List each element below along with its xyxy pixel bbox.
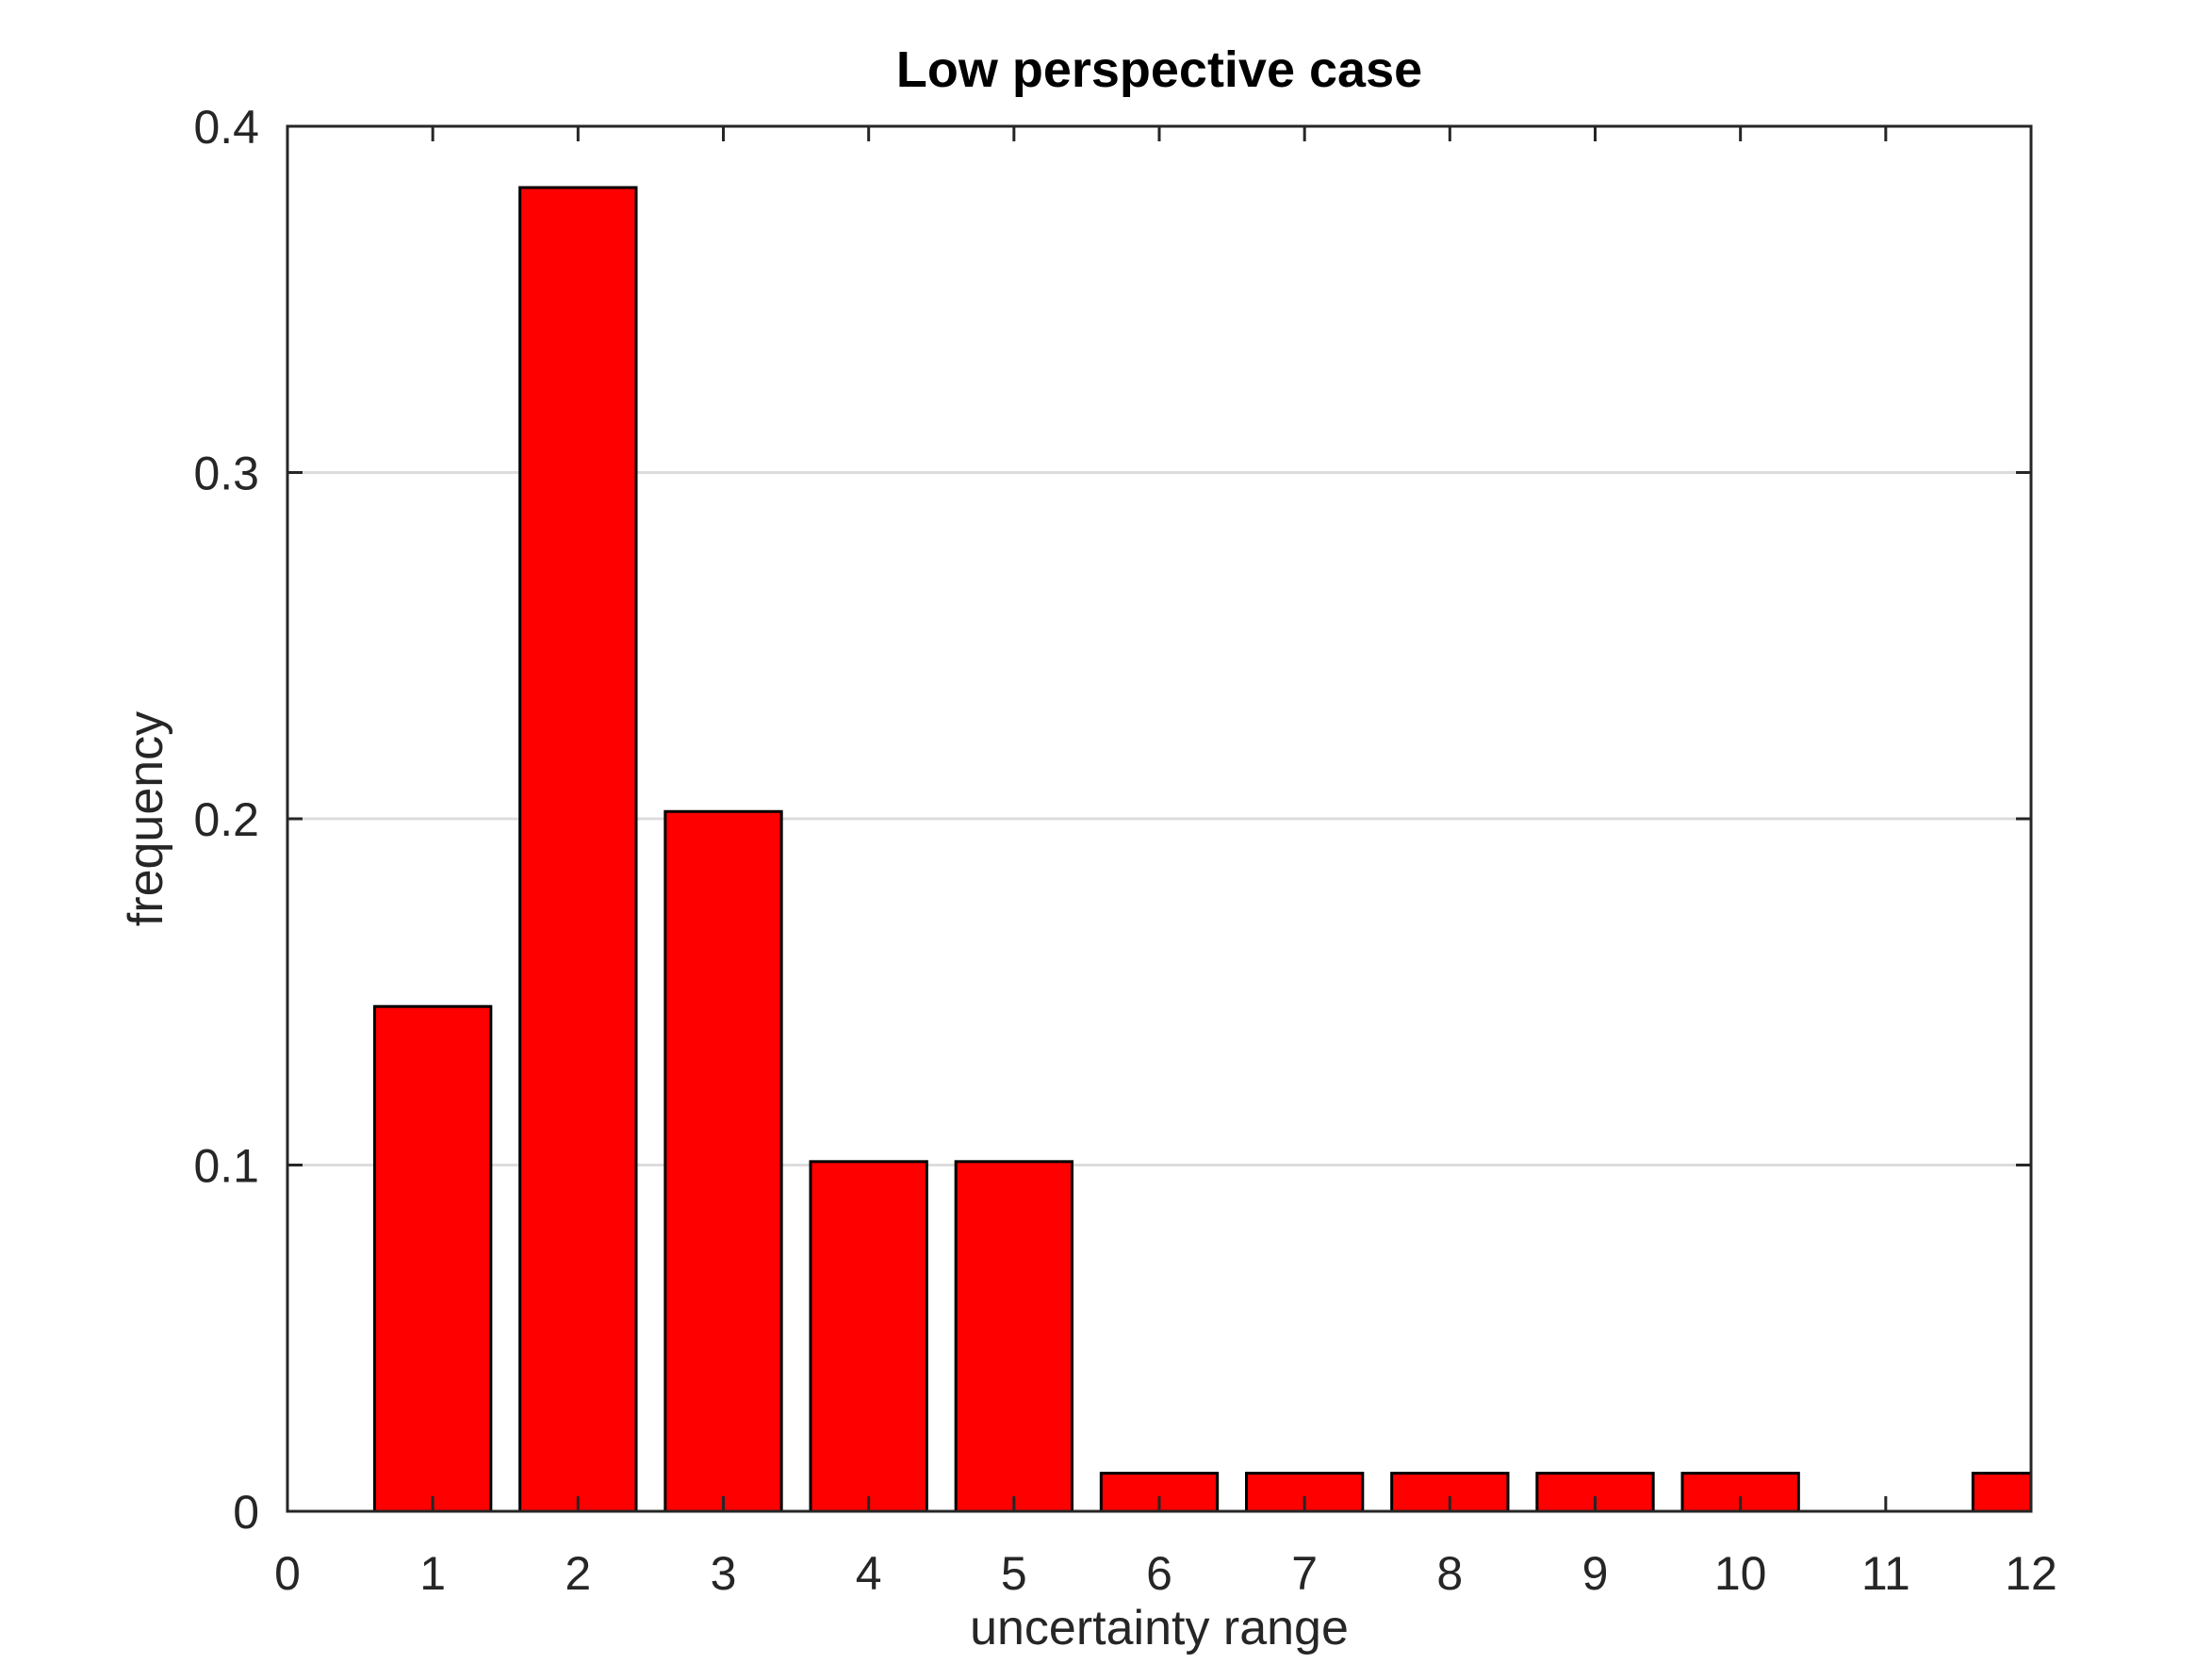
y-axis-label: frequency [119, 711, 173, 926]
x-tick-label-4: 4 [856, 1547, 882, 1600]
chart-title: Low perspective case [896, 41, 1422, 98]
x-tick-label-5: 5 [1001, 1547, 1027, 1600]
y-tick-label-2: 0.2 [193, 793, 259, 846]
y-tick-label-3: 0.3 [193, 448, 259, 500]
bar-1 [373, 1004, 493, 1513]
y-tick-label-4: 0.4 [193, 101, 259, 154]
x-tick-label-7: 7 [1291, 1547, 1318, 1600]
bars [373, 186, 2033, 1513]
x-tick-label-11: 11 [1861, 1547, 1910, 1600]
x-axis-label: uncertainty range [970, 1601, 1349, 1655]
y-tick-label-1: 0.1 [193, 1140, 259, 1193]
bar-2 [518, 186, 638, 1513]
bar-4 [809, 1160, 928, 1513]
y-tick-label-0: 0 [233, 1486, 259, 1539]
x-tick-label-9: 9 [1582, 1547, 1609, 1600]
bar-12 [1971, 1472, 2033, 1513]
x-tick-label-10: 10 [1714, 1547, 1767, 1600]
bar-3 [664, 809, 783, 1513]
x-tick-label-8: 8 [1436, 1547, 1463, 1600]
x-tick-label-2: 2 [565, 1547, 591, 1600]
x-tick-label-12: 12 [2005, 1547, 2057, 1600]
x-tick-label-3: 3 [711, 1547, 737, 1600]
x-tick-label-6: 6 [1146, 1547, 1172, 1600]
ticks [286, 124, 2033, 1513]
x-tick-label-1: 1 [419, 1547, 446, 1600]
x-tick-label-0: 0 [274, 1547, 301, 1600]
bar-5 [954, 1160, 1074, 1513]
